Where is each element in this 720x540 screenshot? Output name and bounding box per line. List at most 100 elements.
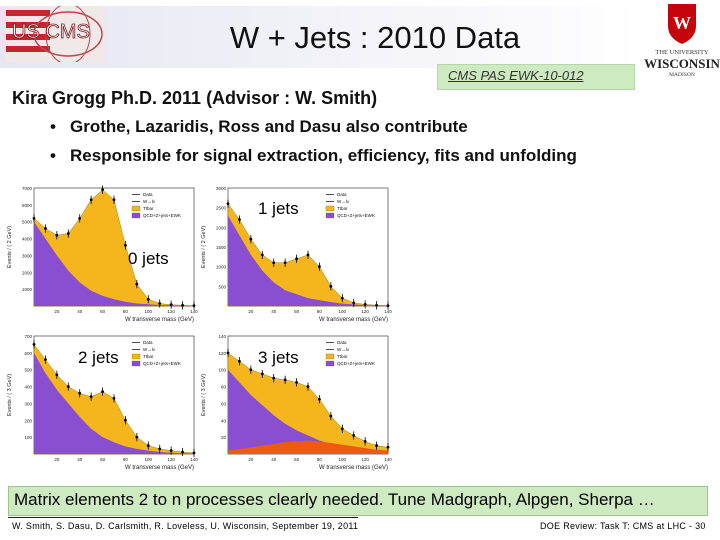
legend-label: Data [143,192,153,197]
x-axis-label: W transverse mass (GeV) [319,465,388,471]
y-tick-label: 6000 [22,203,33,208]
y-tick-label: 400 [24,385,32,390]
data-point [386,304,390,308]
x-tick-label: 20 [248,457,254,462]
svg-text:W: W [673,13,691,33]
legend-swatch [131,353,141,360]
data-point [89,198,93,202]
label-3-jets: 3 jets [258,348,299,367]
flag-stripes [6,10,50,52]
y-tick-label: 120 [218,351,226,356]
x-tick-label: 60 [294,309,300,314]
data-point [55,373,59,377]
legend-swatch [325,205,335,212]
footer-credits: W. Smith, S. Dasu, D. Carlsmith, R. Love… [12,521,359,531]
x-tick-label: 140 [384,309,392,314]
x-tick-label: 40 [271,457,277,462]
data-point [386,445,390,449]
x-tick-label: 40 [77,309,83,314]
data-point [112,198,116,202]
x-tick-label: 80 [317,309,323,314]
uw-logo-line3: MADISON [669,72,695,78]
data-point [238,218,241,221]
author-line: Kira Grogg Ph.D. 2011 (Advisor : W. Smit… [12,88,378,108]
y-tick-label: 3000 [22,253,33,258]
x-tick-label: 120 [361,309,369,314]
x-tick-label: 140 [384,457,392,462]
bullet-item: Responsible for signal extraction, effic… [50,146,577,175]
data-point [283,261,287,265]
y-tick-label: 2000 [216,225,227,230]
y-tick-label: 600 [24,351,32,356]
y-tick-label: 100 [24,435,32,440]
plot-0-jets: 1000 2000 3000 4000 5000 6000 7000 20 40 60 80 100 1… [7,185,198,323]
legend-swatch [131,205,141,212]
qcd-area [228,369,388,454]
data-point [226,202,230,206]
x-tick-label: 140 [190,457,198,462]
footer-rule [8,517,358,518]
y-tick-label: 500 [218,284,226,289]
x-tick-label: 60 [100,309,106,314]
qcd-area [228,215,388,306]
legend-label: W→lν [337,347,350,352]
y-tick-label: 500 [24,368,32,373]
data-point [318,397,321,401]
x-axis-label: W transverse mass (GeV) [125,317,194,323]
data-point [375,444,378,447]
legend-label: Ttbar [337,354,348,359]
y-tick-label: 7000 [22,186,33,191]
data-point [318,265,321,269]
x-tick-label: 120 [167,309,175,314]
y-tick-label: 700 [24,334,32,339]
legend-swatch [325,353,335,360]
crest-icon [668,4,696,44]
data-point [375,303,378,307]
legend-label: W→lν [337,199,350,204]
data-point [32,343,36,346]
bullet-list: Grothe, Lazaridis, Ross and Dasu also co… [50,117,577,175]
legend-label: QCD+Z+jets+EWK [337,361,375,366]
y-tick-label: 80 [221,385,227,390]
data-point [192,304,196,308]
legend-label: W→lν [143,347,156,352]
x-tick-label: 80 [317,457,323,462]
data-point [135,435,139,439]
label-2-jets: 2 jets [78,348,119,367]
data-point [192,451,196,455]
footer-page-info: DOE Review: Task T: CMS at LHC - 30 [540,521,706,531]
data-point [352,301,356,305]
data-point [363,303,367,306]
data-point [66,232,70,235]
data-point [329,284,333,288]
data-point [272,261,276,265]
legend-swatch [325,212,335,219]
data-point [44,227,47,230]
y-axis-label: Events / ( 3 GeV) [7,374,13,416]
data-point [124,243,127,247]
uw-logo-line2: WISCONSIN [644,56,720,71]
legend-label: Data [337,192,347,197]
y-tick-label: 4000 [22,237,33,242]
x-tick-label: 20 [54,309,60,314]
legend-swatch [131,360,141,367]
slide-title: W + Jets : 2010 Data [229,20,521,55]
y-tick-label: 100 [218,368,226,373]
data-point [306,253,310,257]
data-point [101,390,104,394]
uw-madison-logo: W THE UNIVERSITY WISCONSIN MADISON [644,4,720,78]
x-tick-label: 100 [339,309,347,314]
reference-note[interactable]: CMS PAS EWK-10-012 [448,68,584,83]
y-tick-label: 1500 [216,245,227,250]
x-tick-label: 40 [77,457,83,462]
x-tick-label: 100 [145,457,153,462]
data-point [158,302,162,305]
conclusion-text: Matrix elements 2 to n processes clearly… [14,490,655,509]
y-tick-label: 40 [221,418,227,423]
label-0-jets: 0 jets [128,249,169,268]
data-point [249,237,253,241]
legend-label: Data [337,340,347,345]
data-point [272,376,276,380]
y-tick-label: 5000 [22,220,33,225]
plot-3-jets: 20 40 60 80 100 120 140 20 40 60 80 100 120 140 W tran… [201,334,392,471]
